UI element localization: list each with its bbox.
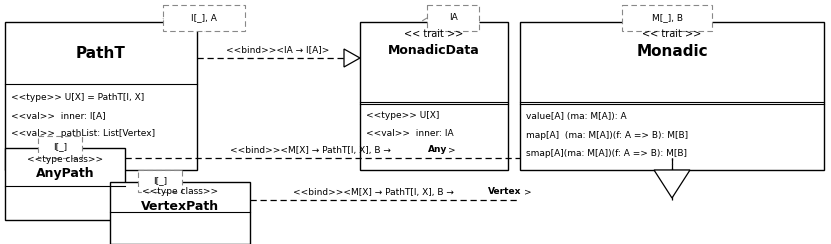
Bar bbox=[110, 182, 250, 244]
Text: AnyPath: AnyPath bbox=[36, 167, 94, 181]
Text: IA: IA bbox=[449, 13, 457, 22]
Text: map[A]  (ma: M[A])(f: A => B): M[B]: map[A] (ma: M[A])(f: A => B): M[B] bbox=[526, 131, 688, 140]
Text: >: > bbox=[524, 187, 532, 196]
Text: M[_], B: M[_], B bbox=[652, 13, 682, 22]
Text: smap[A](ma: M[A])(f: A => B): M[B]: smap[A](ma: M[A])(f: A => B): M[B] bbox=[526, 150, 687, 159]
Text: value[A] (ma: M[A]): A: value[A] (ma: M[A]): A bbox=[526, 112, 627, 121]
Bar bbox=[138, 170, 182, 192]
Text: >: > bbox=[448, 145, 456, 154]
Text: VertexPath: VertexPath bbox=[141, 200, 219, 213]
Bar bbox=[163, 5, 245, 31]
Text: <<type class>>: <<type class>> bbox=[142, 187, 218, 196]
Polygon shape bbox=[654, 170, 690, 198]
Bar bbox=[360, 22, 508, 170]
Text: MonadicData: MonadicData bbox=[388, 43, 479, 57]
Text: I[_]: I[_] bbox=[153, 176, 167, 185]
Bar bbox=[38, 136, 82, 158]
Text: I[_]: I[_] bbox=[53, 142, 67, 152]
Text: <<type>> U[X]: <<type>> U[X] bbox=[366, 112, 440, 121]
Bar bbox=[622, 5, 712, 31]
Text: Vertex: Vertex bbox=[489, 187, 522, 196]
Text: I[_], A: I[_], A bbox=[191, 13, 217, 22]
Text: <<type class>>: <<type class>> bbox=[27, 155, 103, 164]
Text: << trait >>: << trait >> bbox=[405, 29, 464, 39]
Text: Any: Any bbox=[428, 145, 448, 154]
Text: <<val>>  inner: I[A]: <<val>> inner: I[A] bbox=[11, 112, 106, 121]
Bar bbox=[520, 22, 824, 170]
Bar bbox=[5, 148, 125, 220]
Text: << trait >>: << trait >> bbox=[642, 29, 701, 39]
Bar bbox=[5, 22, 197, 170]
Bar bbox=[427, 5, 479, 31]
Text: <<bind>><M[X] → PathT[I, X], B →: <<bind>><M[X] → PathT[I, X], B → bbox=[293, 187, 457, 196]
Polygon shape bbox=[344, 49, 360, 67]
Text: PathT: PathT bbox=[76, 45, 126, 61]
Text: Monadic: Monadic bbox=[637, 44, 708, 60]
Text: <<type>> U[X] = PathT[I, X]: <<type>> U[X] = PathT[I, X] bbox=[11, 93, 145, 102]
Text: <<bind>><M[X] → PathT[I, X], B →: <<bind>><M[X] → PathT[I, X], B → bbox=[230, 145, 394, 154]
Text: <<bind>><IA → I[A]>: <<bind>><IA → I[A]> bbox=[226, 45, 330, 54]
Text: <<val>>  pathList: List[Vertex]: <<val>> pathList: List[Vertex] bbox=[11, 130, 155, 139]
Text: <<val>>  inner: IA: <<val>> inner: IA bbox=[366, 130, 454, 139]
